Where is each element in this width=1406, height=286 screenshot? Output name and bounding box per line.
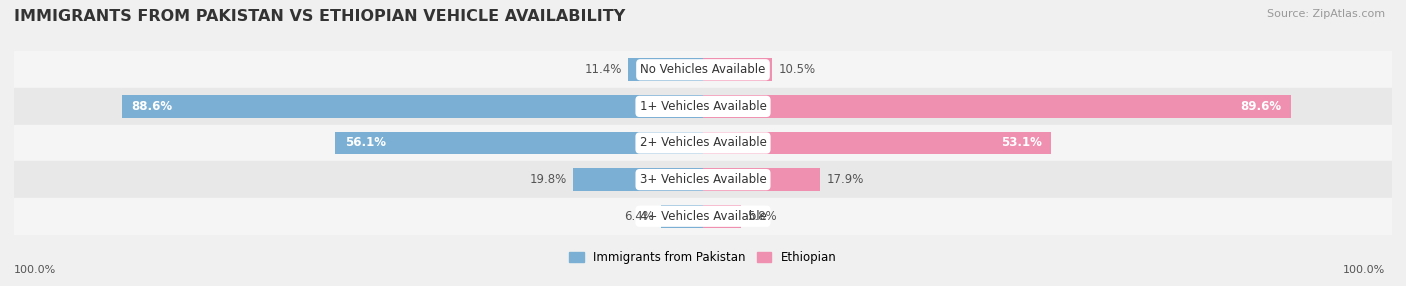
Text: 1+ Vehicles Available: 1+ Vehicles Available [640,100,766,113]
Bar [14,161,1392,198]
Bar [335,132,703,154]
Bar [14,88,1392,125]
Text: 100.0%: 100.0% [1343,265,1385,275]
Text: 17.9%: 17.9% [827,173,865,186]
Text: 10.5%: 10.5% [779,63,815,76]
Text: 6.4%: 6.4% [624,210,654,223]
Legend: Immigrants from Pakistan, Ethiopian: Immigrants from Pakistan, Ethiopian [565,247,841,269]
Text: 89.6%: 89.6% [1240,100,1281,113]
Text: 88.6%: 88.6% [132,100,173,113]
Text: 53.1%: 53.1% [1001,136,1042,150]
Bar [703,58,772,81]
Bar [703,168,821,191]
Text: 2+ Vehicles Available: 2+ Vehicles Available [640,136,766,150]
Bar [14,125,1392,161]
Bar [14,198,1392,235]
Text: 11.4%: 11.4% [585,63,621,76]
Text: 19.8%: 19.8% [529,173,567,186]
Bar [661,205,703,228]
Bar [574,168,703,191]
Text: 100.0%: 100.0% [14,265,56,275]
Bar [122,95,703,118]
Text: No Vehicles Available: No Vehicles Available [640,63,766,76]
Bar [703,132,1052,154]
Text: 4+ Vehicles Available: 4+ Vehicles Available [640,210,766,223]
Text: Source: ZipAtlas.com: Source: ZipAtlas.com [1267,9,1385,19]
Text: 5.8%: 5.8% [748,210,778,223]
Text: 3+ Vehicles Available: 3+ Vehicles Available [640,173,766,186]
Text: 56.1%: 56.1% [344,136,385,150]
Bar [628,58,703,81]
Bar [14,51,1392,88]
Bar [703,205,741,228]
Bar [703,95,1291,118]
Text: IMMIGRANTS FROM PAKISTAN VS ETHIOPIAN VEHICLE AVAILABILITY: IMMIGRANTS FROM PAKISTAN VS ETHIOPIAN VE… [14,9,626,23]
